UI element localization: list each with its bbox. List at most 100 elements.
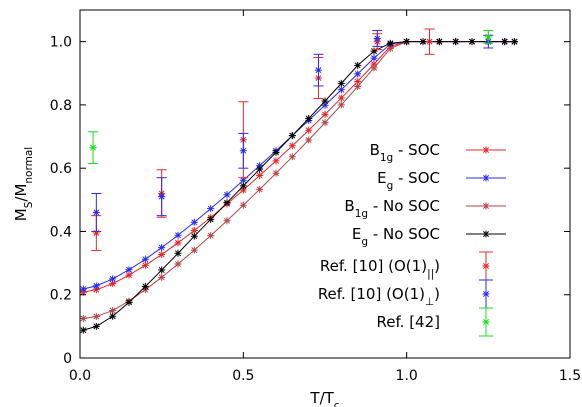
legend-label: Ref. [10] (O(1)||) xyxy=(320,257,440,280)
data-point xyxy=(190,227,198,235)
series-1 xyxy=(79,38,518,293)
data-point xyxy=(386,45,394,53)
data-point xyxy=(79,285,87,293)
x-tick-label: 1.5 xyxy=(559,368,581,384)
error-bar-marker xyxy=(239,147,247,155)
data-point xyxy=(239,176,247,184)
data-point xyxy=(79,326,87,334)
data-point xyxy=(370,60,378,68)
y-tick-label: 0 xyxy=(63,351,72,367)
data-point xyxy=(321,97,329,105)
data-point xyxy=(288,153,296,161)
error-bar-marker xyxy=(92,208,100,216)
data-point xyxy=(272,148,280,156)
error-bar-marker xyxy=(89,144,97,152)
data-point xyxy=(272,157,280,165)
data-point xyxy=(483,30,494,44)
data-point xyxy=(510,38,518,46)
data-point xyxy=(92,286,100,294)
data-point xyxy=(501,38,509,46)
legend-item-1: Eg - SOC xyxy=(377,169,506,192)
legend-item-4: Ref. [10] (O(1)||) xyxy=(320,251,493,281)
series-3 xyxy=(79,38,518,334)
data-point xyxy=(141,283,149,291)
data-point xyxy=(370,54,378,62)
data-point xyxy=(223,191,231,199)
x-axis-title: T/Tc xyxy=(309,389,339,407)
data-point xyxy=(239,186,247,194)
data-point xyxy=(386,39,394,47)
y-tick-label: 0.8 xyxy=(50,98,72,114)
data-point xyxy=(223,217,231,225)
y-tick-label: 1.0 xyxy=(50,35,72,51)
series-4 xyxy=(91,28,435,251)
legend-swatch-marker xyxy=(482,290,490,298)
data-point xyxy=(337,94,345,102)
data-point xyxy=(354,83,362,91)
legend-item-6: Ref. [42] xyxy=(377,307,493,337)
series-line xyxy=(83,41,515,293)
data-point xyxy=(190,232,198,240)
data-point xyxy=(125,298,133,306)
data-point xyxy=(256,171,264,179)
legend-swatch-marker xyxy=(482,262,490,270)
data-point xyxy=(174,260,182,268)
data-point xyxy=(158,251,166,259)
legend: B1g - SOC Eg - SOC B1g - No SOC Eg - No SOC… xyxy=(318,141,506,337)
legend-label: Eg - No SOC xyxy=(352,225,440,248)
series-line xyxy=(83,41,515,331)
data-point xyxy=(92,313,100,321)
error-bar-marker xyxy=(158,193,166,201)
data-point xyxy=(141,261,149,269)
data-point xyxy=(92,322,100,330)
data-point xyxy=(435,38,443,46)
data-point xyxy=(424,28,435,55)
data-point xyxy=(272,169,280,177)
data-point xyxy=(321,110,329,118)
data-point xyxy=(305,126,313,134)
data-point xyxy=(419,38,427,46)
data-point xyxy=(372,30,383,47)
error-bar-marker xyxy=(314,66,322,74)
error-bar-marker xyxy=(373,34,381,42)
legend-label: B1g - SOC xyxy=(370,141,440,164)
axes: 0.0 0.5 1.0 1.5 0 0.2 0.4 0.6 0.8 1.0 T/Tc MS/Mnorm… xyxy=(12,9,581,407)
data-point xyxy=(223,199,231,207)
data-point xyxy=(88,131,99,164)
plot-frame xyxy=(79,9,571,359)
y-tick-label: 0.4 xyxy=(50,224,72,240)
data-point xyxy=(305,115,313,123)
data-point xyxy=(239,182,247,190)
data-point xyxy=(354,70,362,78)
data-point xyxy=(174,231,182,239)
series-line xyxy=(83,41,515,319)
data-point xyxy=(452,38,460,46)
data-point xyxy=(239,201,247,209)
data-point xyxy=(403,38,411,46)
legend-label: B1g - No SOC xyxy=(344,197,440,220)
series-2 xyxy=(79,38,518,322)
data-point xyxy=(174,249,182,257)
data-point xyxy=(337,86,345,94)
legend-swatch xyxy=(479,307,493,337)
data-point xyxy=(91,192,102,232)
data-point xyxy=(109,307,117,315)
error-bar-marker xyxy=(92,229,100,237)
data-point xyxy=(313,53,324,87)
data-point xyxy=(288,142,296,150)
legend-swatch xyxy=(479,279,493,309)
data-point xyxy=(288,132,296,140)
series-6 xyxy=(88,30,494,164)
data-point xyxy=(321,101,329,109)
data-point xyxy=(109,275,117,283)
data-point xyxy=(354,77,362,85)
data-point xyxy=(174,239,182,247)
data-point xyxy=(125,266,133,274)
data-point xyxy=(238,132,249,169)
data-point xyxy=(109,280,117,288)
data-point xyxy=(109,312,117,320)
y-tick-label: 0.2 xyxy=(50,288,72,304)
data-point xyxy=(370,47,378,55)
legend-item-3: Eg - No SOC xyxy=(352,225,506,248)
